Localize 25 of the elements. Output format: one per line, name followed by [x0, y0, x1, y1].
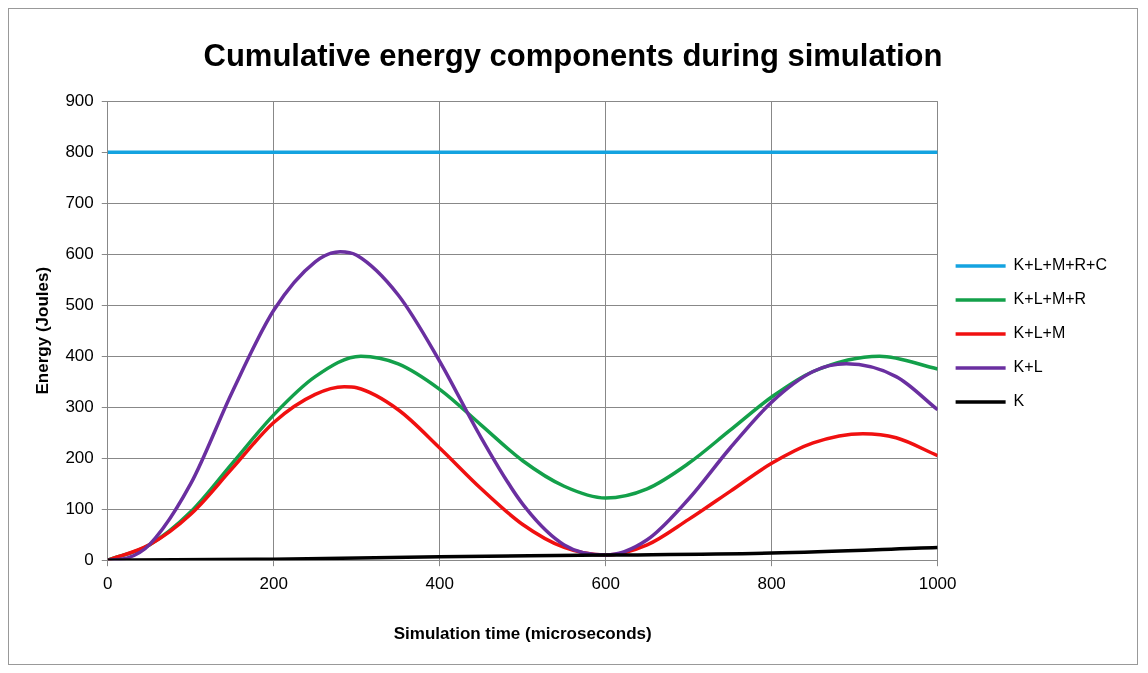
y-tick-label: 200 — [65, 447, 94, 467]
x-tick-label: 200 — [259, 574, 288, 594]
legend-label: K+L+M+R — [1013, 290, 1087, 308]
y-tick-label: 800 — [65, 141, 94, 161]
y-tick-label: 100 — [65, 498, 94, 518]
x-tick-label: 600 — [591, 574, 620, 594]
x-tick-label: 800 — [757, 574, 786, 594]
y-tick-label: 300 — [65, 396, 94, 416]
legend-label: K+L+M+R+C — [1013, 256, 1108, 274]
x-tick-label: 400 — [425, 574, 454, 594]
x-tick-label: 0 — [103, 574, 113, 594]
x-axis-title: Simulation time (microseconds) — [393, 624, 652, 644]
y-tick-label: 700 — [65, 192, 94, 212]
legend-label: K — [1013, 392, 1025, 410]
y-tick-label: 400 — [65, 345, 94, 365]
y-tick-label: 0 — [84, 549, 94, 569]
y-tick-label: 900 — [65, 90, 94, 110]
line-series — [107, 545, 938, 561]
y-tick-label: 500 — [65, 294, 94, 314]
legend-label: K+L+M — [1013, 324, 1066, 342]
chart-title: Cumulative energy components during simulation — [203, 38, 943, 74]
legend-label: K+L — [1013, 358, 1043, 376]
y-axis-title: Energy (Joules) — [32, 266, 52, 395]
x-tick-label: 1000 — [918, 574, 957, 594]
y-tick-label: 600 — [65, 243, 94, 263]
